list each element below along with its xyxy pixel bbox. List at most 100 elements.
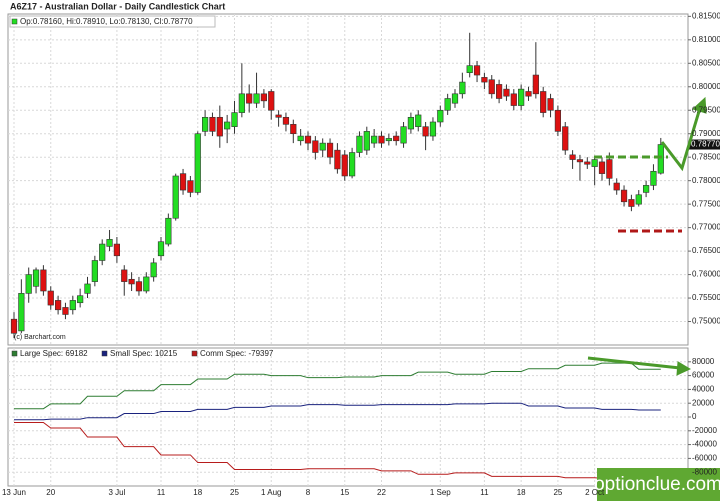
candle-body xyxy=(598,161,606,174)
candle-body xyxy=(415,114,422,127)
y-tick-label: 0.75000 xyxy=(692,317,720,326)
candle-body xyxy=(400,126,407,144)
y-tick-label: -60000 xyxy=(692,454,717,463)
y-tick-label: 60000 xyxy=(692,371,715,380)
watermark: optionclue.com xyxy=(594,474,720,495)
candle-body xyxy=(150,262,157,278)
candle-body xyxy=(47,290,54,306)
candle-body xyxy=(106,239,113,247)
candle-body xyxy=(378,135,385,144)
y-tick-label: 0.77500 xyxy=(692,199,720,208)
candle-body xyxy=(393,135,400,142)
grid-layer xyxy=(8,14,691,486)
candle-body xyxy=(429,121,437,137)
candle-body xyxy=(620,189,628,203)
candle-body xyxy=(503,88,510,97)
candle-body xyxy=(121,269,128,282)
legend-swatch xyxy=(191,350,198,357)
candle-body xyxy=(385,138,392,142)
annotations xyxy=(587,96,707,376)
candle-body xyxy=(540,91,547,113)
candle-body xyxy=(202,116,209,132)
candle-body xyxy=(481,77,488,83)
candle-body xyxy=(99,243,106,261)
candle-body xyxy=(466,65,473,73)
candle-body xyxy=(10,318,18,334)
candle-body xyxy=(657,144,664,174)
candle-body xyxy=(348,152,356,177)
candle-body xyxy=(422,126,429,137)
candle-body xyxy=(510,93,517,106)
candle-body xyxy=(451,93,459,104)
y-tick-label: 0.79000 xyxy=(692,129,720,138)
candle-body xyxy=(260,93,268,102)
last-price-tag xyxy=(689,139,720,150)
price-panel xyxy=(7,13,689,346)
candle-body xyxy=(584,161,591,165)
y-tick-label: -20000 xyxy=(692,426,717,435)
candle-body xyxy=(238,93,245,113)
legend-swatch xyxy=(11,350,18,357)
candle-body xyxy=(444,98,451,111)
arrow-head xyxy=(692,96,707,114)
y-tick-label: 0.76500 xyxy=(692,246,720,255)
x-tick-label: 11 xyxy=(480,488,489,497)
candle-body xyxy=(356,135,363,153)
candle-body xyxy=(282,116,290,125)
candle-body xyxy=(569,154,576,160)
y-tick-label: 0.80000 xyxy=(692,82,720,91)
candle-body xyxy=(135,281,143,292)
candle-body xyxy=(554,109,561,132)
candle-body xyxy=(562,126,569,151)
candle-body xyxy=(128,278,135,285)
x-tick-label: 18 xyxy=(517,488,526,497)
candle-body xyxy=(297,135,304,142)
candle-body xyxy=(246,93,253,104)
x-tick-label: 3 Jul xyxy=(108,488,125,497)
candle-body xyxy=(319,142,326,151)
candle-body xyxy=(407,116,415,130)
legend-label: Comm Spec: -79397 xyxy=(200,349,274,358)
cot-line xyxy=(14,402,661,421)
candle-body xyxy=(495,84,503,99)
candle-body xyxy=(488,79,495,95)
candle-body xyxy=(194,133,201,193)
candle-body xyxy=(606,159,613,179)
y-tick-label: -40000 xyxy=(692,440,717,449)
candle-body xyxy=(216,116,223,137)
x-tick-label: 25 xyxy=(553,488,562,497)
candle-body xyxy=(518,88,525,106)
legend-swatch xyxy=(101,350,108,357)
y-tick-label: 0 xyxy=(692,412,697,421)
x-tick-label: 15 xyxy=(340,488,349,497)
y-tick-label: 0.81500 xyxy=(692,11,720,20)
candle-body xyxy=(532,74,539,95)
candle-body xyxy=(650,170,657,186)
y-tick-label: 0.81000 xyxy=(692,35,720,44)
y-tick-label: 0.79500 xyxy=(692,105,720,114)
candle-body xyxy=(312,140,319,153)
x-tick-label: 18 xyxy=(193,488,202,497)
x-tick-label: 22 xyxy=(377,488,386,497)
x-tick-label: 13 Jun xyxy=(2,488,26,497)
candle-body xyxy=(613,182,620,191)
candle-body xyxy=(334,149,341,170)
y-tick-label: 40000 xyxy=(692,385,715,394)
x-tick-label: 25 xyxy=(230,488,239,497)
candle-body xyxy=(224,121,231,130)
candle-body xyxy=(275,114,282,118)
candle-body xyxy=(290,124,297,135)
marks-layer xyxy=(10,32,720,479)
candle-body xyxy=(25,274,32,294)
y-tick-label: 0.75500 xyxy=(692,293,720,302)
candle-body xyxy=(628,199,635,207)
credit: (c) Barchart.com xyxy=(14,334,66,341)
candle-body xyxy=(113,243,120,257)
candle-body xyxy=(591,159,598,167)
candle-body xyxy=(576,159,584,163)
candle-body xyxy=(642,185,650,193)
candle-body xyxy=(165,217,172,245)
x-tick-label: 20 xyxy=(46,488,55,497)
y-tick-label: 0.77000 xyxy=(692,223,720,232)
cot-line xyxy=(14,362,661,410)
